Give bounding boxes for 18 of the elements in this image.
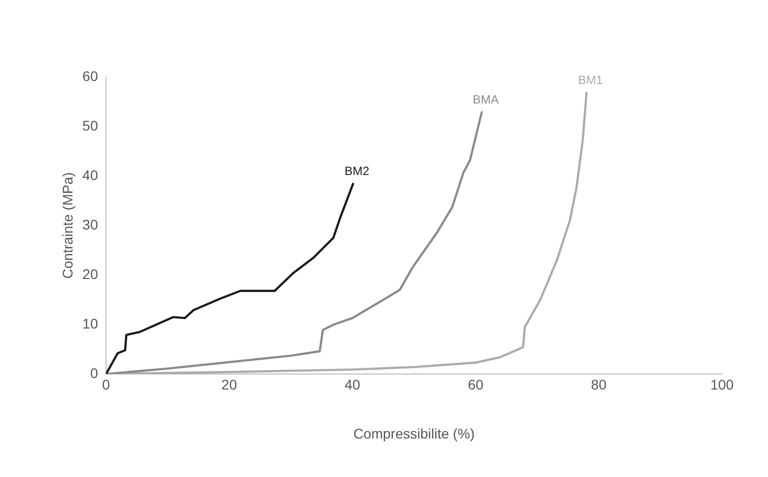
x-tick-label: 60 [468,376,484,392]
y-tick-label: 50 [82,117,98,134]
x-axis-title: Compressibilite (%) [353,425,475,442]
series-label: BM2 [344,164,370,178]
series-label: BM1 [578,73,604,88]
y-axis-title: Contrainte (MPa) [59,172,76,279]
y-tick-label: 0 [90,364,98,381]
y-tick-label: 10 [82,315,98,332]
series-label: BMA [472,92,499,106]
x-tick-label: 40 [344,376,360,392]
y-tick-label: 40 [82,166,98,183]
y-tick-label: 60 [82,68,98,84]
y-tick-label: 20 [82,266,98,282]
x-tick-label: 100 [710,376,734,392]
x-tick-label: 20 [221,376,238,392]
x-tick-label: 0 [102,376,110,392]
x-tick-label: 80 [591,376,607,392]
y-tick-label: 30 [82,216,98,232]
